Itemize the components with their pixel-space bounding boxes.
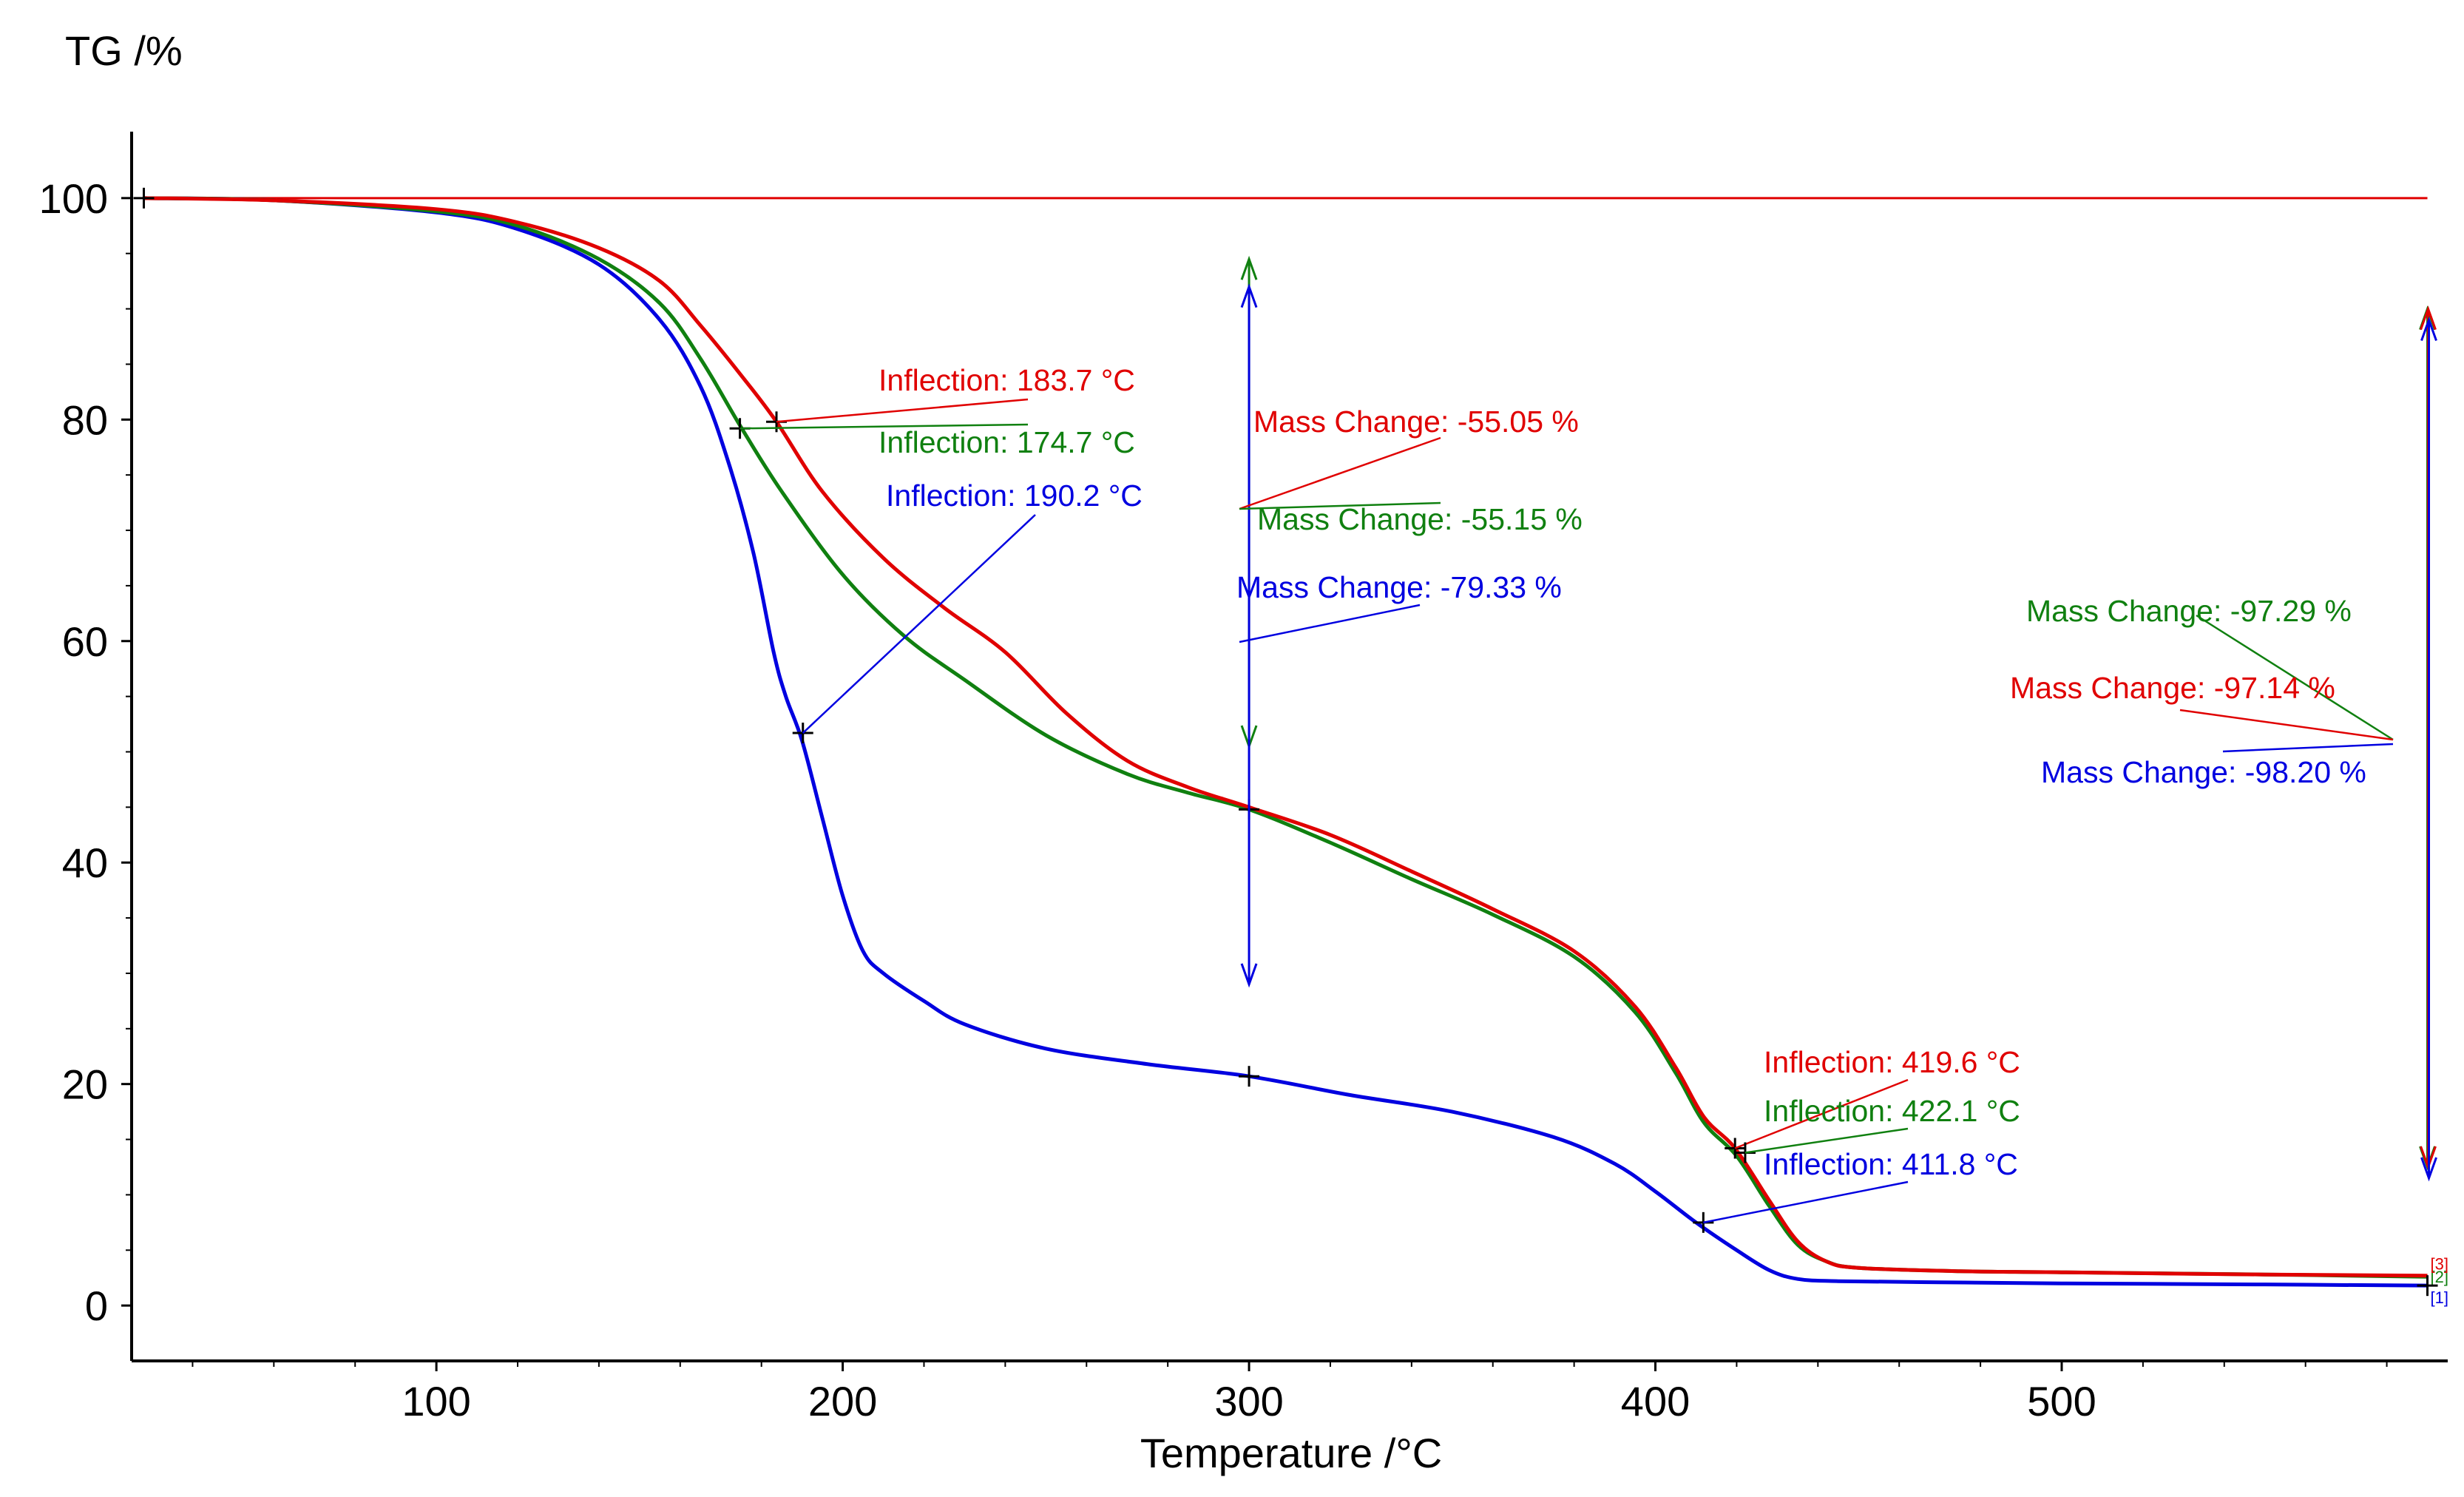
inflection-leader-line (1734, 1078, 1909, 1149)
y-tick-label: 60 (62, 618, 108, 665)
inflection-label: Inflection: 411.8 °C (1764, 1147, 2018, 1181)
inflection-label: Inflection: 190.2 °C (886, 479, 1143, 513)
annotations: Inflection: 183.7 °C Inflection: 174.7 °C… (729, 363, 2394, 1233)
x-axis-title: Temperature /°C (1140, 1430, 1442, 1476)
x-tick-label: 200 (808, 1378, 877, 1425)
x-ticks: 100 200 300 400 500 (192, 1361, 2388, 1425)
mass-change-label: Mass Change: -55.05 % (1253, 405, 1579, 439)
x-tick-label: 300 (1214, 1378, 1283, 1425)
mass-change-leader-line (2222, 743, 2394, 753)
mass-change-leader-line (1239, 604, 1421, 643)
start-marker (133, 187, 155, 209)
y-tick-label: 0 (85, 1283, 108, 1329)
mass-change-label: Mass Change: -97.14 % (2010, 671, 2335, 705)
y-tick-label: 40 (62, 839, 108, 886)
inflection-label: Inflection: 422.1 °C (1764, 1094, 2020, 1128)
series-2-end-label: [2] (2431, 1268, 2448, 1286)
mass-change-arrow (1240, 283, 1258, 988)
y-axis-title: TG /% (65, 27, 183, 74)
mass-change-label: Mass Change: -97.29 % (2026, 594, 2352, 628)
x-tick-label: 100 (402, 1378, 470, 1425)
inflection-leader-line (802, 514, 1036, 734)
inflection-leader-line (776, 398, 1029, 423)
y-tick-label: 100 (39, 175, 108, 222)
inflection-label: Inflection: 419.6 °C (1764, 1045, 2020, 1079)
x-tick-label: 500 (2027, 1378, 2096, 1425)
mass-change-arrow (2420, 317, 2437, 1182)
series-3-end-label: [3] (2431, 1255, 2448, 1274)
series-layer: [1] [2][3] (133, 187, 2448, 1307)
series-2-line (143, 196, 2428, 1279)
mass-change-label: Mass Change: -55.15 % (1257, 502, 1583, 536)
inflection-label: Inflection: 183.7 °C (879, 363, 1135, 397)
y-tick-label: 80 (62, 396, 108, 443)
mass-change-leader-line (1239, 501, 1441, 510)
x-tick-label: 400 (1621, 1378, 1690, 1425)
mass-change-arrows (1240, 255, 2437, 1182)
series-3-line (143, 196, 2428, 1278)
mass-change-leader-line (2196, 614, 2394, 741)
mass-change-label: Mass Change: -79.33 % (1236, 570, 1562, 604)
inflection-label: Inflection: 174.7 °C (879, 425, 1135, 459)
mass-change-leader-line (1239, 436, 1441, 510)
y-tick-label: 20 (62, 1061, 108, 1108)
y-ticks: 0 20 40 60 80 100 (39, 175, 132, 1329)
mass-change-label: Mass Change: -98.20 % (2041, 755, 2366, 789)
mass-change-leader-line (2179, 709, 2394, 741)
inflection-leader-line (1744, 1127, 1909, 1154)
end-marker (2417, 1275, 2438, 1297)
inflection-leader-line (739, 423, 1029, 430)
series-1-end-label: [1] (2431, 1288, 2448, 1307)
step-marker-300-series-1 (1239, 1066, 1260, 1087)
inflection-leader-line (1703, 1180, 1909, 1224)
series-1-line (143, 196, 2428, 1288)
